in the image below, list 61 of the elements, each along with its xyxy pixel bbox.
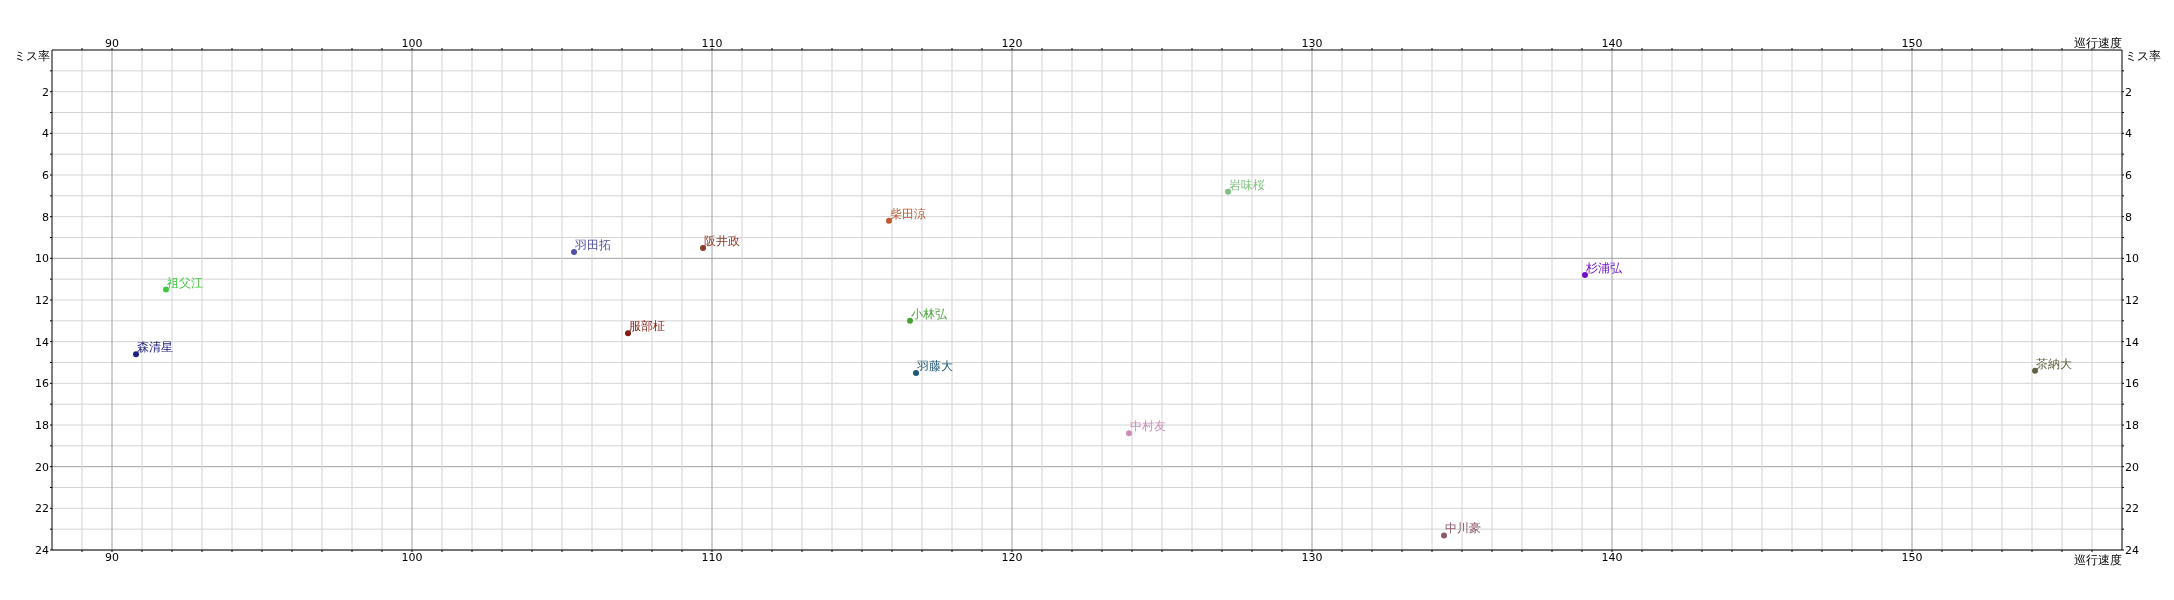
y2-tick-label: 22 (2125, 502, 2139, 516)
x2-axis-title: 巡行速度 (2074, 36, 2122, 50)
series-label: 中川豪 (1445, 521, 1481, 536)
series-label: 阪井政 (704, 233, 740, 248)
x2-tick-label: 110 (701, 550, 723, 564)
point (1126, 430, 1132, 437)
point (1441, 532, 1447, 539)
y-tick-label: 24 (35, 543, 49, 557)
series-label: 祖父江 (167, 275, 203, 290)
series-label: 森清星 (137, 340, 173, 355)
y2-tick-label: 4 (2125, 127, 2132, 141)
y2-tick-label: 12 (2125, 293, 2139, 307)
x-tick-label: 120 (1001, 37, 1023, 50)
x-tick-label: 130 (1301, 37, 1323, 50)
y2-tick-label: 24 (2125, 543, 2139, 557)
y2-tick-label: 16 (2125, 377, 2139, 391)
y2-tick-label: 20 (2125, 460, 2139, 474)
point (133, 351, 139, 358)
x2-tick-label: 90 (105, 550, 119, 564)
y2-tick-label: 8 (2125, 210, 2132, 224)
series-label: 小林弘 (911, 306, 948, 321)
x-tick-label: 150 (1901, 37, 1923, 50)
y2-axis-title: ミス率 (2125, 49, 2161, 63)
x-tick-label: 100 (401, 37, 423, 50)
y2-tick-label: 6 (2125, 168, 2132, 182)
point (625, 330, 631, 337)
y-tick-label: 10 (35, 252, 49, 266)
x-tick-label: 140 (1601, 37, 1623, 50)
series-label: 柴田涼 (890, 206, 926, 221)
y-tick-label: 2 (42, 85, 49, 99)
x2-tick-label: 140 (1601, 550, 1623, 564)
series-label: 中村友 (1130, 419, 1166, 434)
y-tick-label: 6 (42, 168, 49, 182)
series-label: 杉浦弘 (1585, 261, 1623, 275)
series-label: 羽藤大 (916, 358, 953, 373)
y-tick-label: 18 (35, 418, 49, 432)
y-axis-title: ミス率 (14, 49, 50, 63)
x-axis-title: 巡行速度 (2074, 553, 2122, 567)
y-tick-label: 20 (35, 460, 49, 474)
y2-tick-label: 18 (2125, 418, 2139, 432)
y-tick-label: 4 (42, 127, 49, 141)
y-tick-label: 16 (35, 377, 49, 391)
series-label: 茶納大 (2036, 356, 2072, 371)
series-label: 服部柾 (629, 319, 665, 334)
x2-tick-label: 120 (1001, 550, 1023, 564)
y2-tick-label: 2 (2125, 85, 2132, 99)
y-tick-label: 14 (35, 335, 49, 349)
y-tick-label: 12 (35, 293, 49, 307)
x2-tick-label: 150 (1901, 550, 1923, 564)
x-tick-label: 90 (105, 37, 119, 50)
y2-tick-label: 14 (2125, 335, 2139, 349)
series-label: 羽田拓 (574, 238, 611, 253)
point (571, 249, 577, 256)
series-label: 岩味桜 (1229, 177, 1265, 192)
y-tick-label: 8 (42, 210, 49, 224)
x-tick-label: 110 (701, 37, 723, 50)
y2-tick-label: 10 (2125, 252, 2139, 266)
x2-tick-label: 100 (401, 550, 423, 564)
x2-tick-label: 130 (1301, 550, 1323, 564)
y-tick-label: 22 (35, 502, 49, 516)
point (913, 369, 919, 376)
